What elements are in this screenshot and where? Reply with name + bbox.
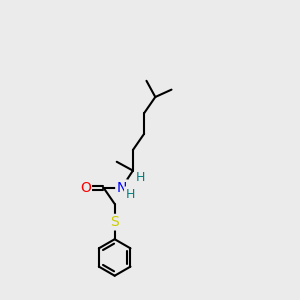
Text: H: H — [125, 188, 135, 201]
Text: N: N — [116, 181, 127, 195]
Text: O: O — [80, 181, 91, 195]
Text: S: S — [110, 215, 119, 229]
Text: H: H — [136, 171, 145, 184]
